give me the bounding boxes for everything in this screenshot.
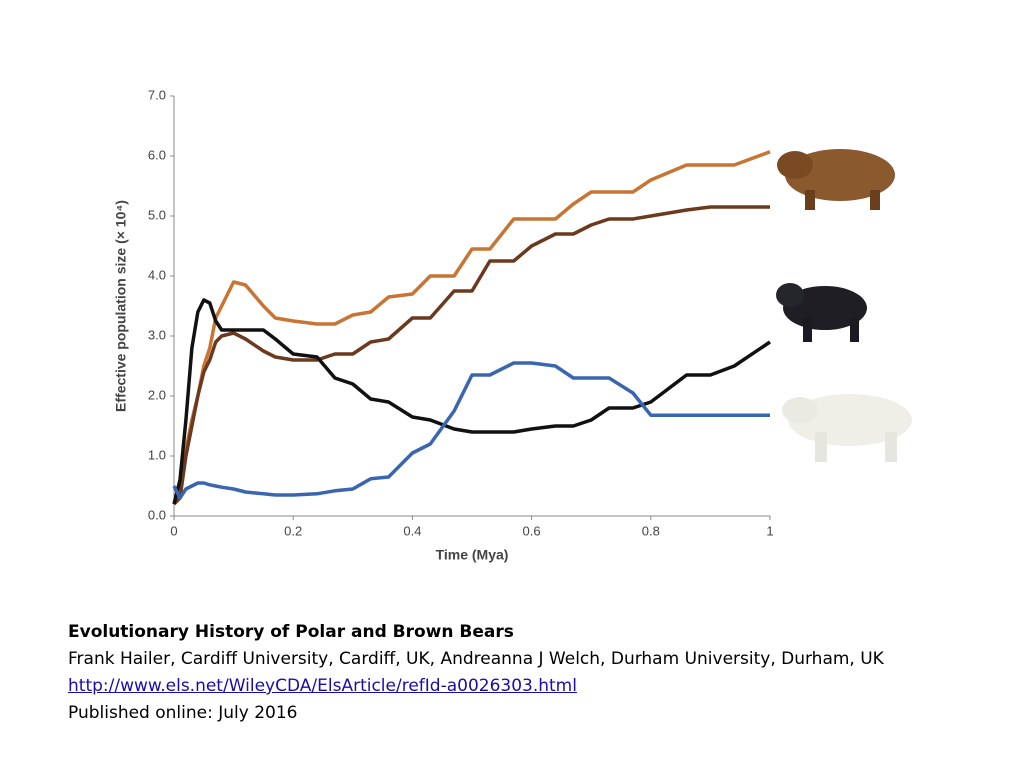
x-tick-label: 0 — [170, 523, 177, 538]
series-line — [172, 150, 771, 506]
x-axis-label: Time (Mya) — [436, 547, 509, 563]
y-tick-label: 5.0 — [148, 207, 166, 222]
y-tick-label: 0.0 — [148, 507, 166, 522]
x-tick-label: 0.2 — [284, 523, 302, 538]
series-line — [172, 361, 770, 500]
y-tick-label: 3.0 — [148, 327, 166, 342]
y-tick-label: 6.0 — [148, 147, 166, 162]
caption-authors: Frank Hailer, Cardiff University, Cardif… — [68, 649, 884, 669]
y-axis-label: Effective population size (× 10⁴) — [113, 200, 129, 412]
x-tick-label: 0.4 — [403, 523, 421, 538]
caption-link[interactable]: http://www.els.net/WileyCDA/ElsArticle/r… — [68, 676, 577, 696]
caption: Evolutionary History of Polar and Brown … — [68, 619, 884, 727]
y-tick-label: 7.0 — [148, 87, 166, 102]
chart: Time (Mya) Effective population size (× … — [113, 87, 912, 563]
y-tick-label: 1.0 — [148, 447, 166, 462]
x-tick-label: 0.6 — [523, 523, 541, 538]
x-tick-label: 1 — [766, 523, 773, 538]
x-tick-label: 0.8 — [642, 523, 660, 538]
y-tick-label: 2.0 — [148, 387, 166, 402]
series-line — [172, 205, 770, 506]
y-tick-label: 4.0 — [148, 267, 166, 282]
caption-published: Published online: July 2016 — [68, 703, 298, 723]
series-line — [172, 298, 771, 505]
bear-images — [776, 149, 912, 462]
caption-title: Evolutionary History of Polar and Brown … — [68, 622, 514, 642]
